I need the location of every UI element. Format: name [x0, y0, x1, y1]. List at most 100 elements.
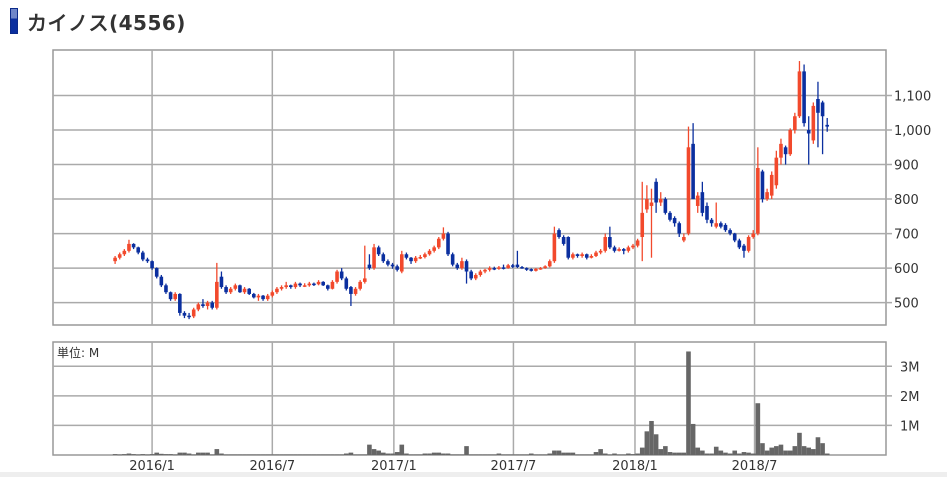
- volume-bar: [436, 452, 442, 455]
- candle-up: [552, 233, 557, 262]
- candle-down: [663, 199, 668, 213]
- volume-bar: [801, 446, 807, 455]
- candle-down: [737, 240, 742, 248]
- candle-down: [608, 237, 612, 248]
- candle-down: [464, 261, 469, 272]
- volume-bar: [672, 452, 677, 455]
- volume-bar: [538, 454, 543, 456]
- volume-bar: [658, 449, 664, 455]
- volume-bar: [556, 450, 562, 455]
- candle-up: [353, 288, 358, 294]
- candle-up: [571, 254, 575, 258]
- volume-bar: [168, 454, 173, 455]
- candle-down: [557, 230, 561, 238]
- volume-bar: [533, 454, 539, 456]
- volume-bar: [501, 454, 506, 456]
- volume-bar: [510, 454, 516, 456]
- volume-bar: [783, 450, 788, 455]
- candle-down: [326, 285, 330, 289]
- candle-down: [455, 264, 460, 269]
- candle-up: [307, 283, 312, 286]
- candle-down: [469, 271, 473, 279]
- price-tick-label: 900: [894, 159, 919, 174]
- candle-down: [668, 212, 672, 220]
- volume-bar: [307, 454, 312, 456]
- candle-up: [460, 261, 464, 269]
- candle-up: [191, 309, 196, 317]
- volume-bar: [154, 452, 160, 455]
- stock-marker-icon: [10, 8, 18, 34]
- candle-up: [265, 295, 270, 300]
- volume-bar: [246, 454, 252, 456]
- volume-bar: [242, 454, 247, 456]
- volume-bar: [214, 449, 220, 455]
- volume-bar: [764, 450, 770, 455]
- volume-bar: [746, 452, 751, 455]
- candle-down: [709, 219, 714, 224]
- candle-up: [746, 237, 751, 251]
- candle-up: [270, 292, 275, 296]
- volume-bar: [473, 454, 479, 456]
- date-tick-label: 2016/7: [249, 459, 295, 474]
- candle-up: [751, 233, 756, 238]
- candle-up: [635, 240, 640, 246]
- volume-bar: [145, 454, 150, 456]
- candle-down: [395, 266, 399, 270]
- candle-down: [529, 269, 534, 271]
- volume-bar: [778, 444, 784, 455]
- candle-down: [224, 287, 228, 293]
- volume-bar: [774, 446, 779, 455]
- volume-bar: [112, 454, 118, 455]
- volume-bar: [431, 452, 437, 455]
- candle-up: [617, 249, 621, 251]
- volume-bar: [311, 454, 317, 456]
- volume-bar: [552, 450, 557, 455]
- candle-up: [399, 254, 404, 272]
- candle-up: [233, 285, 238, 289]
- candle-up: [756, 168, 760, 234]
- candle-up: [603, 237, 608, 251]
- candle-up: [682, 237, 686, 241]
- candle-up: [594, 252, 598, 256]
- candle-down: [289, 285, 293, 288]
- volume-bar: [159, 453, 164, 455]
- volume-bar: [260, 454, 266, 456]
- volume-bar: [316, 454, 321, 456]
- candle-up: [302, 285, 307, 287]
- candle-up: [686, 147, 691, 234]
- volume-bar: [528, 453, 534, 455]
- volume-bar: [394, 452, 400, 455]
- volume-bar: [607, 454, 613, 456]
- candle-down: [390, 264, 395, 267]
- candle-up: [330, 281, 335, 289]
- candle-up: [418, 257, 423, 259]
- volume-bar: [390, 453, 395, 455]
- candle-down: [612, 247, 617, 251]
- volume-bar: [450, 454, 455, 456]
- candle-down: [210, 302, 215, 308]
- volume-bar: [681, 452, 687, 455]
- volume-bar: [182, 452, 187, 455]
- candle-down: [312, 283, 316, 286]
- candle-up: [534, 268, 538, 271]
- volume-bar: [491, 454, 497, 456]
- candle-up: [497, 267, 501, 269]
- volume-bar: [732, 450, 738, 455]
- candle-down: [187, 315, 191, 318]
- candle-down: [136, 247, 141, 253]
- candle-down: [321, 281, 325, 286]
- candle-down: [339, 271, 344, 279]
- volume-bar: [200, 452, 206, 455]
- candle-up: [256, 295, 261, 298]
- candle-down: [247, 288, 251, 294]
- volume-bar: [700, 450, 705, 455]
- volume-bar: [815, 437, 821, 455]
- candle-up: [362, 278, 367, 282]
- candle-up: [658, 199, 663, 203]
- volume-bar: [806, 447, 812, 455]
- candle-down: [252, 293, 256, 298]
- candle-down: [404, 254, 409, 258]
- volume-bar: [279, 454, 284, 456]
- volume-bar: [547, 453, 553, 455]
- candle-up: [547, 261, 552, 267]
